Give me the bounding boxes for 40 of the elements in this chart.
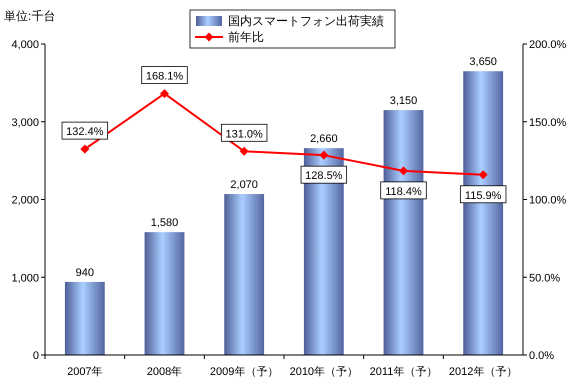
x-tick-label: 2012年（予）: [448, 366, 518, 378]
y-tick-label: 3,000: [11, 116, 39, 129]
legend-label: 国内スマートフォン出荷実績: [228, 14, 384, 28]
y-tick-label: 0: [32, 350, 39, 362]
x-tick-label: 2009年（予）: [210, 366, 278, 378]
data-label: 132.4%: [66, 126, 104, 138]
y2-tick-label: 0.0%: [529, 350, 554, 362]
point: [319, 150, 328, 160]
data-label: 2,070: [230, 179, 258, 192]
data-label: 1,580: [150, 217, 178, 230]
y-tick-label: 4,000: [11, 39, 39, 51]
y2-tick-label: 100.0%: [529, 194, 567, 206]
legend-label: 前年比: [228, 30, 264, 44]
data-label: 3,650: [469, 56, 497, 68]
data-label: 118.4%: [385, 186, 422, 198]
point: [399, 166, 408, 176]
y-tick-label: 1,000: [11, 272, 39, 284]
bar: [64, 282, 105, 355]
x-tick-label: 2008年: [146, 366, 182, 378]
y2-tick-label: 150.0%: [529, 116, 567, 129]
data-label: 168.1%: [146, 70, 184, 83]
bar: [144, 232, 184, 355]
y-tick-label: 2,000: [11, 194, 39, 206]
x-tick-label: 2011年（予）: [370, 366, 438, 378]
point: [80, 144, 90, 154]
bar: [224, 194, 264, 355]
point: [160, 89, 169, 98]
point: [240, 146, 249, 156]
y-axis-title: 単位:千台: [4, 9, 56, 23]
data-label: 3,150: [390, 95, 418, 108]
data-label: 2,660: [310, 133, 338, 146]
x-tick-label: 2010年（予）: [290, 366, 358, 378]
data-label: 115.9%: [464, 190, 502, 202]
y2-tick-label: 200.0%: [529, 39, 567, 51]
point: [478, 170, 488, 180]
data-label: 940: [76, 266, 94, 279]
data-label: 128.5%: [305, 170, 343, 182]
y2-tick-label: 50.0%: [529, 272, 560, 284]
data-label: 131.0%: [226, 128, 264, 140]
x-tick-label: 2007年: [67, 366, 103, 378]
